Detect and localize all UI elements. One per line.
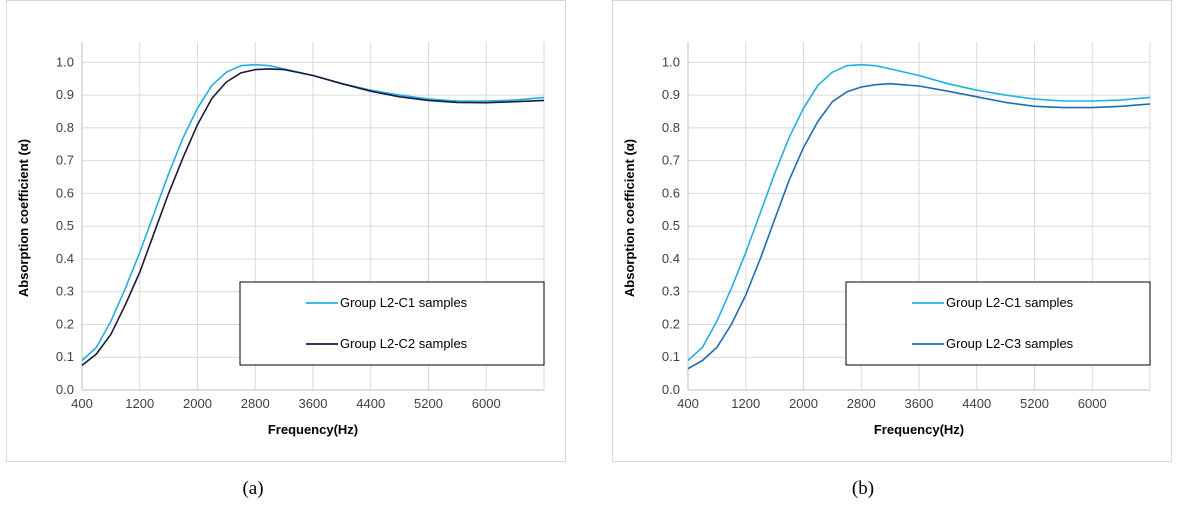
legend-box bbox=[239, 281, 545, 366]
chart-b: 0.0 0.1 0.2 0.3 0.4 0.5 0.6 0.7 0.8 0.9 1.0 400 1200… bbox=[612, 0, 1172, 462]
chart-panel-b: 0.0 0.1 0.2 0.3 0.4 0.5 0.6 0.7 0.8 0.9 1.0 400 1200… bbox=[612, 0, 1172, 462]
chart-a: 0.0 0.1 0.2 0.3 0.4 0.5 0.6 0.7 0.8 0.9 1.0 400 1200… bbox=[6, 0, 566, 462]
y-tick-label: 1.0 bbox=[56, 54, 74, 69]
y-tick-label: 0.4 bbox=[56, 251, 74, 266]
legend: Group L2-C1 samples Group L2-C3 samples bbox=[845, 281, 1151, 366]
legend-label: Group L2-C1 samples bbox=[340, 295, 468, 310]
x-tick-label: 1200 bbox=[731, 396, 760, 411]
y-tick-label: 1.0 bbox=[662, 54, 680, 69]
caption-a: (a) bbox=[242, 478, 264, 499]
y-tick-label: 0.9 bbox=[662, 87, 680, 102]
legend-label: Group L2-C1 samples bbox=[946, 295, 1074, 310]
x-tick-label: 3600 bbox=[905, 396, 934, 411]
x-tick-label: 1200 bbox=[125, 396, 154, 411]
y-tick-label: 0.7 bbox=[56, 153, 74, 168]
x-tick-label: 4400 bbox=[962, 396, 991, 411]
x-tick-label: 2800 bbox=[241, 396, 270, 411]
x-tick-label: 6000 bbox=[1078, 396, 1107, 411]
x-tick-label: 400 bbox=[71, 396, 93, 411]
legend: Group L2-C1 samples Group L2-C2 samples bbox=[239, 281, 545, 366]
chart-frame bbox=[612, 0, 1172, 462]
y-tick-label: 0.2 bbox=[662, 316, 680, 331]
x-tick-label: 2000 bbox=[183, 396, 212, 411]
y-tick-label: 0.3 bbox=[56, 284, 74, 299]
legend-label: Group L2-C3 samples bbox=[946, 336, 1074, 351]
series-line bbox=[81, 68, 545, 367]
series-line bbox=[687, 82, 1151, 370]
y-tick-label: 0.9 bbox=[56, 87, 74, 102]
chart-frame bbox=[6, 0, 566, 462]
legend-box bbox=[845, 281, 1151, 366]
x-tick-label: 6000 bbox=[472, 396, 501, 411]
y-tick-label: 0.0 bbox=[56, 382, 74, 397]
y-tick-label: 0.2 bbox=[56, 316, 74, 331]
y-tick-label: 0.5 bbox=[56, 218, 74, 233]
y-tick-label: 0.6 bbox=[56, 185, 74, 200]
y-tick-label: 0.6 bbox=[662, 185, 680, 200]
x-tick-label: 5200 bbox=[1020, 396, 1049, 411]
y-tick-label: 0.1 bbox=[662, 349, 680, 364]
series-line bbox=[687, 63, 1151, 362]
series-line bbox=[81, 63, 545, 362]
x-axis-title: Frequency(Hz) bbox=[268, 422, 358, 437]
y-tick-label: 0.4 bbox=[662, 251, 680, 266]
y-tick-label: 0.8 bbox=[56, 120, 74, 135]
y-tick-label: 0.1 bbox=[56, 349, 74, 364]
x-tick-label: 5200 bbox=[414, 396, 443, 411]
y-tick-label: 0.0 bbox=[662, 382, 680, 397]
chart-panel-a: 0.0 0.1 0.2 0.3 0.4 0.5 0.6 0.7 0.8 0.9 1.0 400 1200… bbox=[6, 0, 566, 462]
y-tick-label: 0.7 bbox=[662, 153, 680, 168]
x-tick-label: 3600 bbox=[299, 396, 328, 411]
x-tick-label: 2800 bbox=[847, 396, 876, 411]
x-axis-title: Frequency(Hz) bbox=[874, 422, 964, 437]
y-axis-title: Absorption coefficient (α) bbox=[622, 139, 637, 297]
x-tick-label: 400 bbox=[677, 396, 699, 411]
y-tick-label: 0.8 bbox=[662, 120, 680, 135]
x-tick-label: 4400 bbox=[356, 396, 385, 411]
legend-label: Group L2-C2 samples bbox=[340, 336, 468, 351]
y-axis-title: Absorption coefficient (α) bbox=[16, 139, 31, 297]
caption-b: (b) bbox=[851, 478, 875, 499]
y-tick-label: 0.5 bbox=[662, 218, 680, 233]
y-tick-label: 0.3 bbox=[662, 284, 680, 299]
x-tick-label: 2000 bbox=[789, 396, 818, 411]
